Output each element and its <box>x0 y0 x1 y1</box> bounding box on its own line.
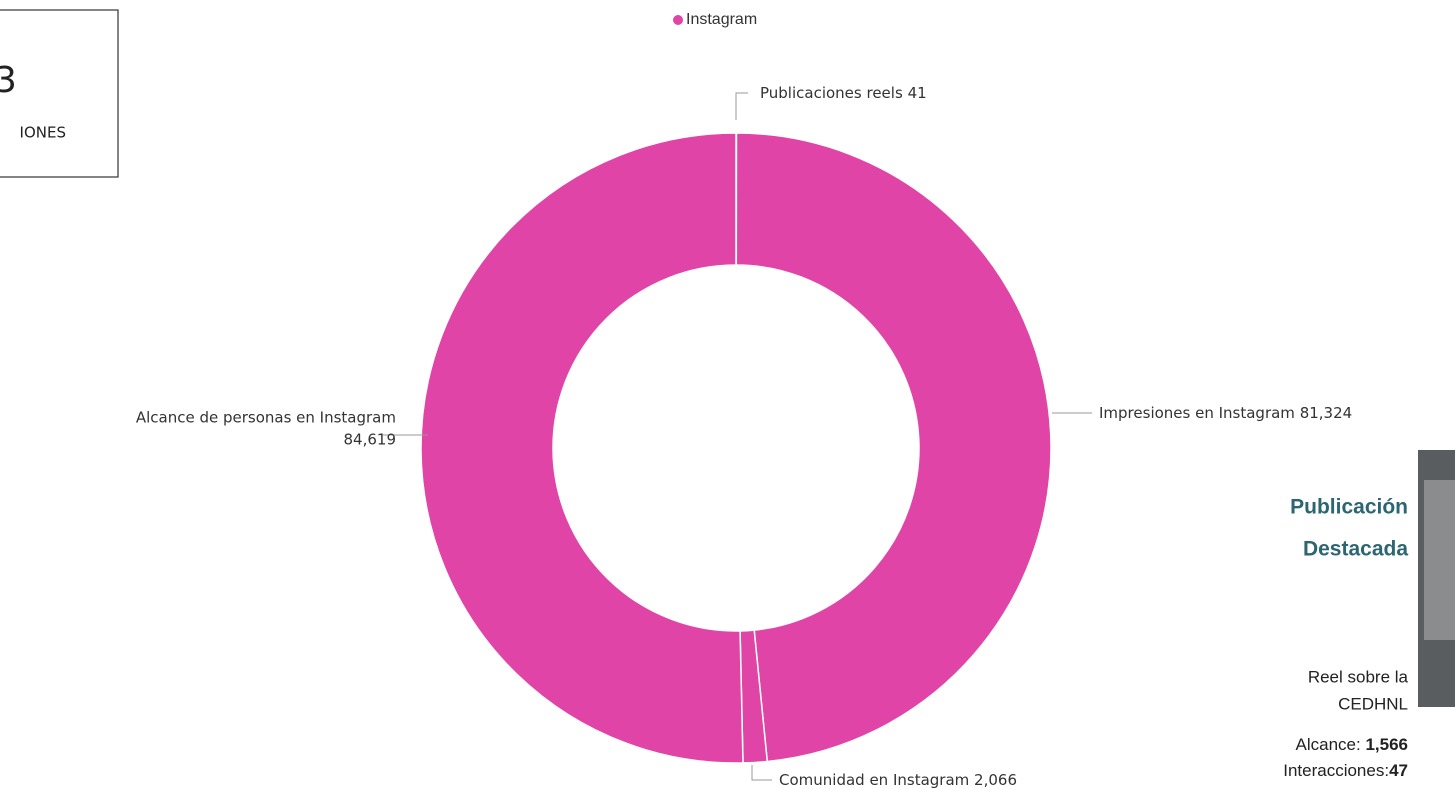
data-label: Publicaciones reels 41 <box>760 84 927 102</box>
data-label-category: Impresiones en Instagram <box>1099 404 1295 422</box>
interactions-label: Interacciones: <box>1283 761 1389 780</box>
leader-line <box>735 92 748 120</box>
interactions-value: 47 <box>1389 761 1408 780</box>
data-label: Comunidad en Instagram 2,066 <box>779 771 1017 789</box>
featured-desc: Reel sobre la <box>1308 667 1409 686</box>
data-label-category: Publicaciones reels <box>760 84 903 102</box>
data-label-category: Comunidad en Instagram <box>779 771 969 789</box>
data-label-category: Alcance de personas en Instagram <box>136 409 396 427</box>
donut-slice <box>420 132 744 764</box>
featured-desc: CEDHNL <box>1338 694 1408 713</box>
data-label: Impresiones en Instagram 81,324 <box>1099 404 1352 422</box>
card-label: IONES <box>20 124 66 142</box>
reach-label: Alcance: <box>1296 735 1361 754</box>
featured-image-detail <box>1424 480 1455 640</box>
card-value: 3 <box>0 60 17 101</box>
featured-title: Destacada <box>1303 538 1408 561</box>
data-label-value: 41 <box>908 84 927 102</box>
featured-title: Publicación <box>1290 496 1408 519</box>
reach-value: 1,566 <box>1365 735 1408 754</box>
card <box>0 9 119 178</box>
legend-label[interactable]: Instagram <box>686 11 757 28</box>
data-label-value: 81,324 <box>1300 404 1353 422</box>
featured-interactions: Interacciones:47 <box>1283 761 1408 780</box>
legend-marker <box>673 15 683 25</box>
data-label-value: 2,066 <box>974 771 1017 789</box>
data-label-value: 84,619 <box>344 431 397 449</box>
featured-reach: Alcance: 1,566 <box>1296 735 1408 754</box>
donut-slice <box>735 132 1052 763</box>
leader-line <box>751 765 772 781</box>
